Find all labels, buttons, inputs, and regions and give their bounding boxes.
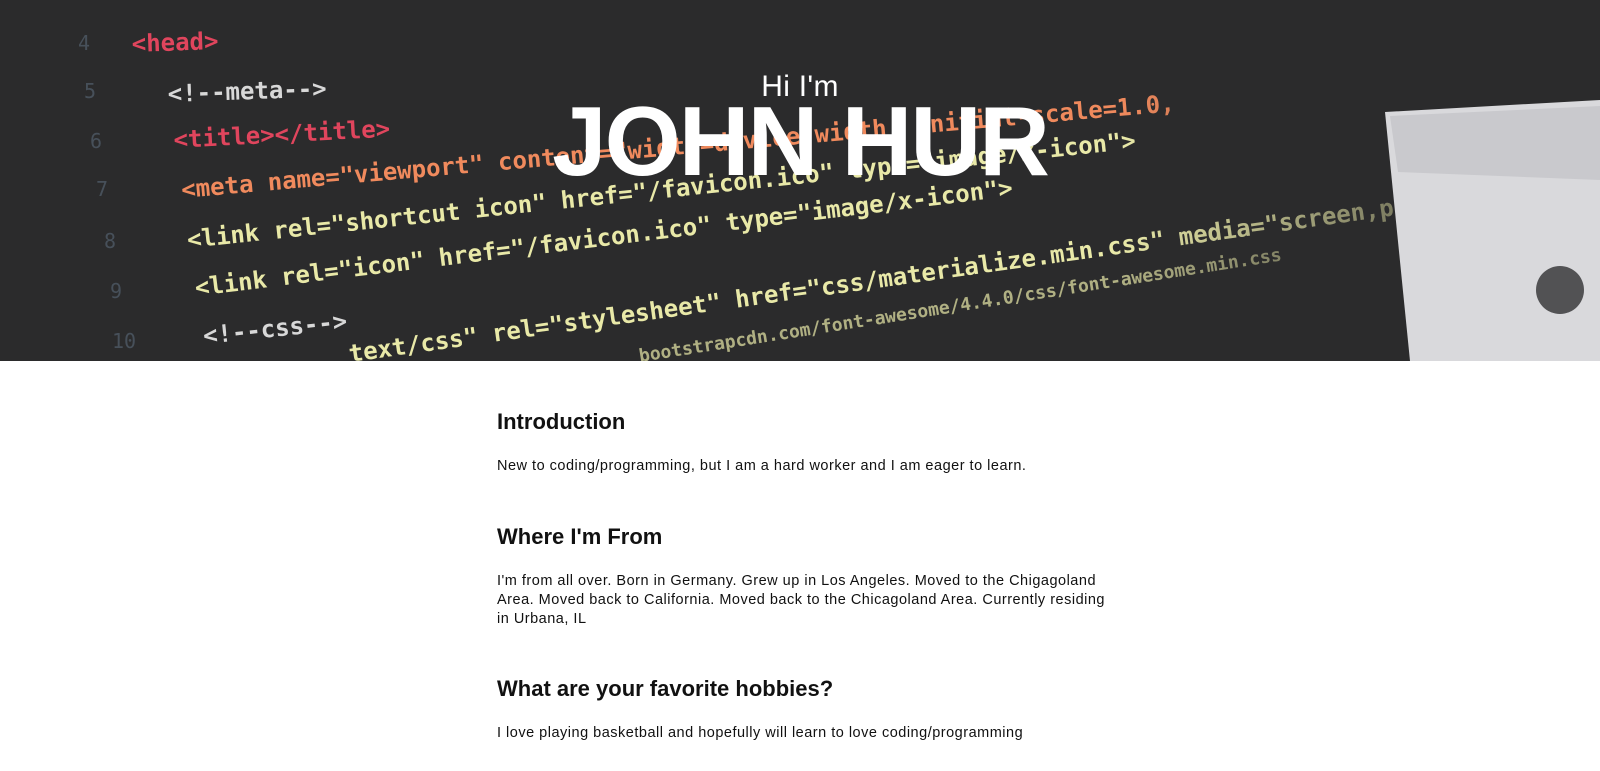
section-text-where-from: I'm from all over. Born in Germany. Grew… [497, 573, 1105, 627]
svg-text:10: 10 [112, 329, 136, 353]
hero-banner: 4 5 6 7 8 9 10 <head> <!--meta--> <title… [0, 0, 1600, 361]
hero-greeting: Hi I'm [761, 70, 839, 103]
code-line-2: <!--meta--> [167, 74, 327, 108]
svg-text:6: 6 [90, 129, 102, 153]
section-title-where-from: Where I'm From [497, 524, 663, 549]
hero-name: JOHN HUR [552, 86, 1050, 196]
section-text-hobbies: I love playing basketball and hopefully … [497, 725, 1024, 741]
svg-text:4: 4 [78, 31, 90, 55]
section-title-introduction: Introduction [497, 409, 626, 434]
hero-background-image: 4 5 6 7 8 9 10 <head> <!--meta--> <title… [0, 0, 1600, 361]
hero-text: Hi I'm JOHN HUR [0, 0, 1600, 361]
svg-text:7: 7 [96, 177, 108, 201]
section-title-hobbies: What are your favorite hobbies? [497, 676, 834, 701]
svg-text:8: 8 [104, 229, 116, 253]
svg-text:5: 5 [84, 79, 96, 103]
svg-text:9: 9 [110, 279, 122, 303]
code-line-1: <head> [131, 27, 219, 58]
section-text-introduction: New to coding/programming, but I am a ha… [497, 458, 1027, 474]
